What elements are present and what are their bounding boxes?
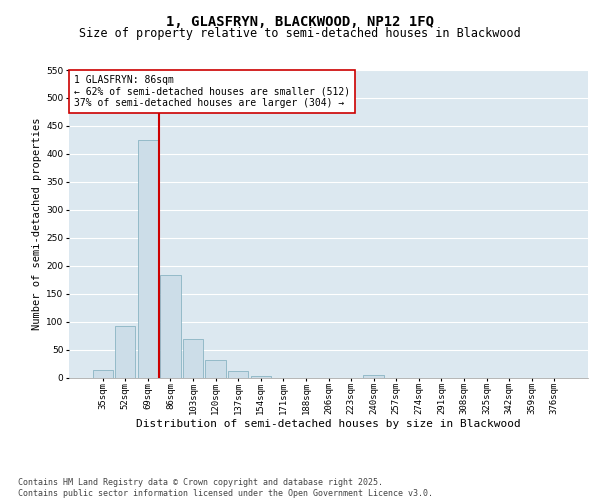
Bar [138,140,158,378]
Bar [251,376,271,378]
Text: Size of property relative to semi-detached houses in Blackwood: Size of property relative to semi-detach… [79,27,521,40]
Y-axis label: Number of semi-detached properties: Number of semi-detached properties [32,118,42,330]
Bar [183,339,203,378]
Text: 1 GLASFRYN: 86sqm
← 62% of semi-detached houses are smaller (512)
37% of semi-de: 1 GLASFRYN: 86sqm ← 62% of semi-detached… [74,74,350,108]
Bar [92,370,113,378]
Bar [205,360,226,378]
Bar [228,371,248,378]
Bar [364,376,384,378]
Bar [160,275,181,378]
Bar [115,326,136,378]
Text: Contains HM Land Registry data © Crown copyright and database right 2025.
Contai: Contains HM Land Registry data © Crown c… [18,478,433,498]
Text: 1, GLASFRYN, BLACKWOOD, NP12 1FQ: 1, GLASFRYN, BLACKWOOD, NP12 1FQ [166,16,434,30]
X-axis label: Distribution of semi-detached houses by size in Blackwood: Distribution of semi-detached houses by … [136,420,521,430]
